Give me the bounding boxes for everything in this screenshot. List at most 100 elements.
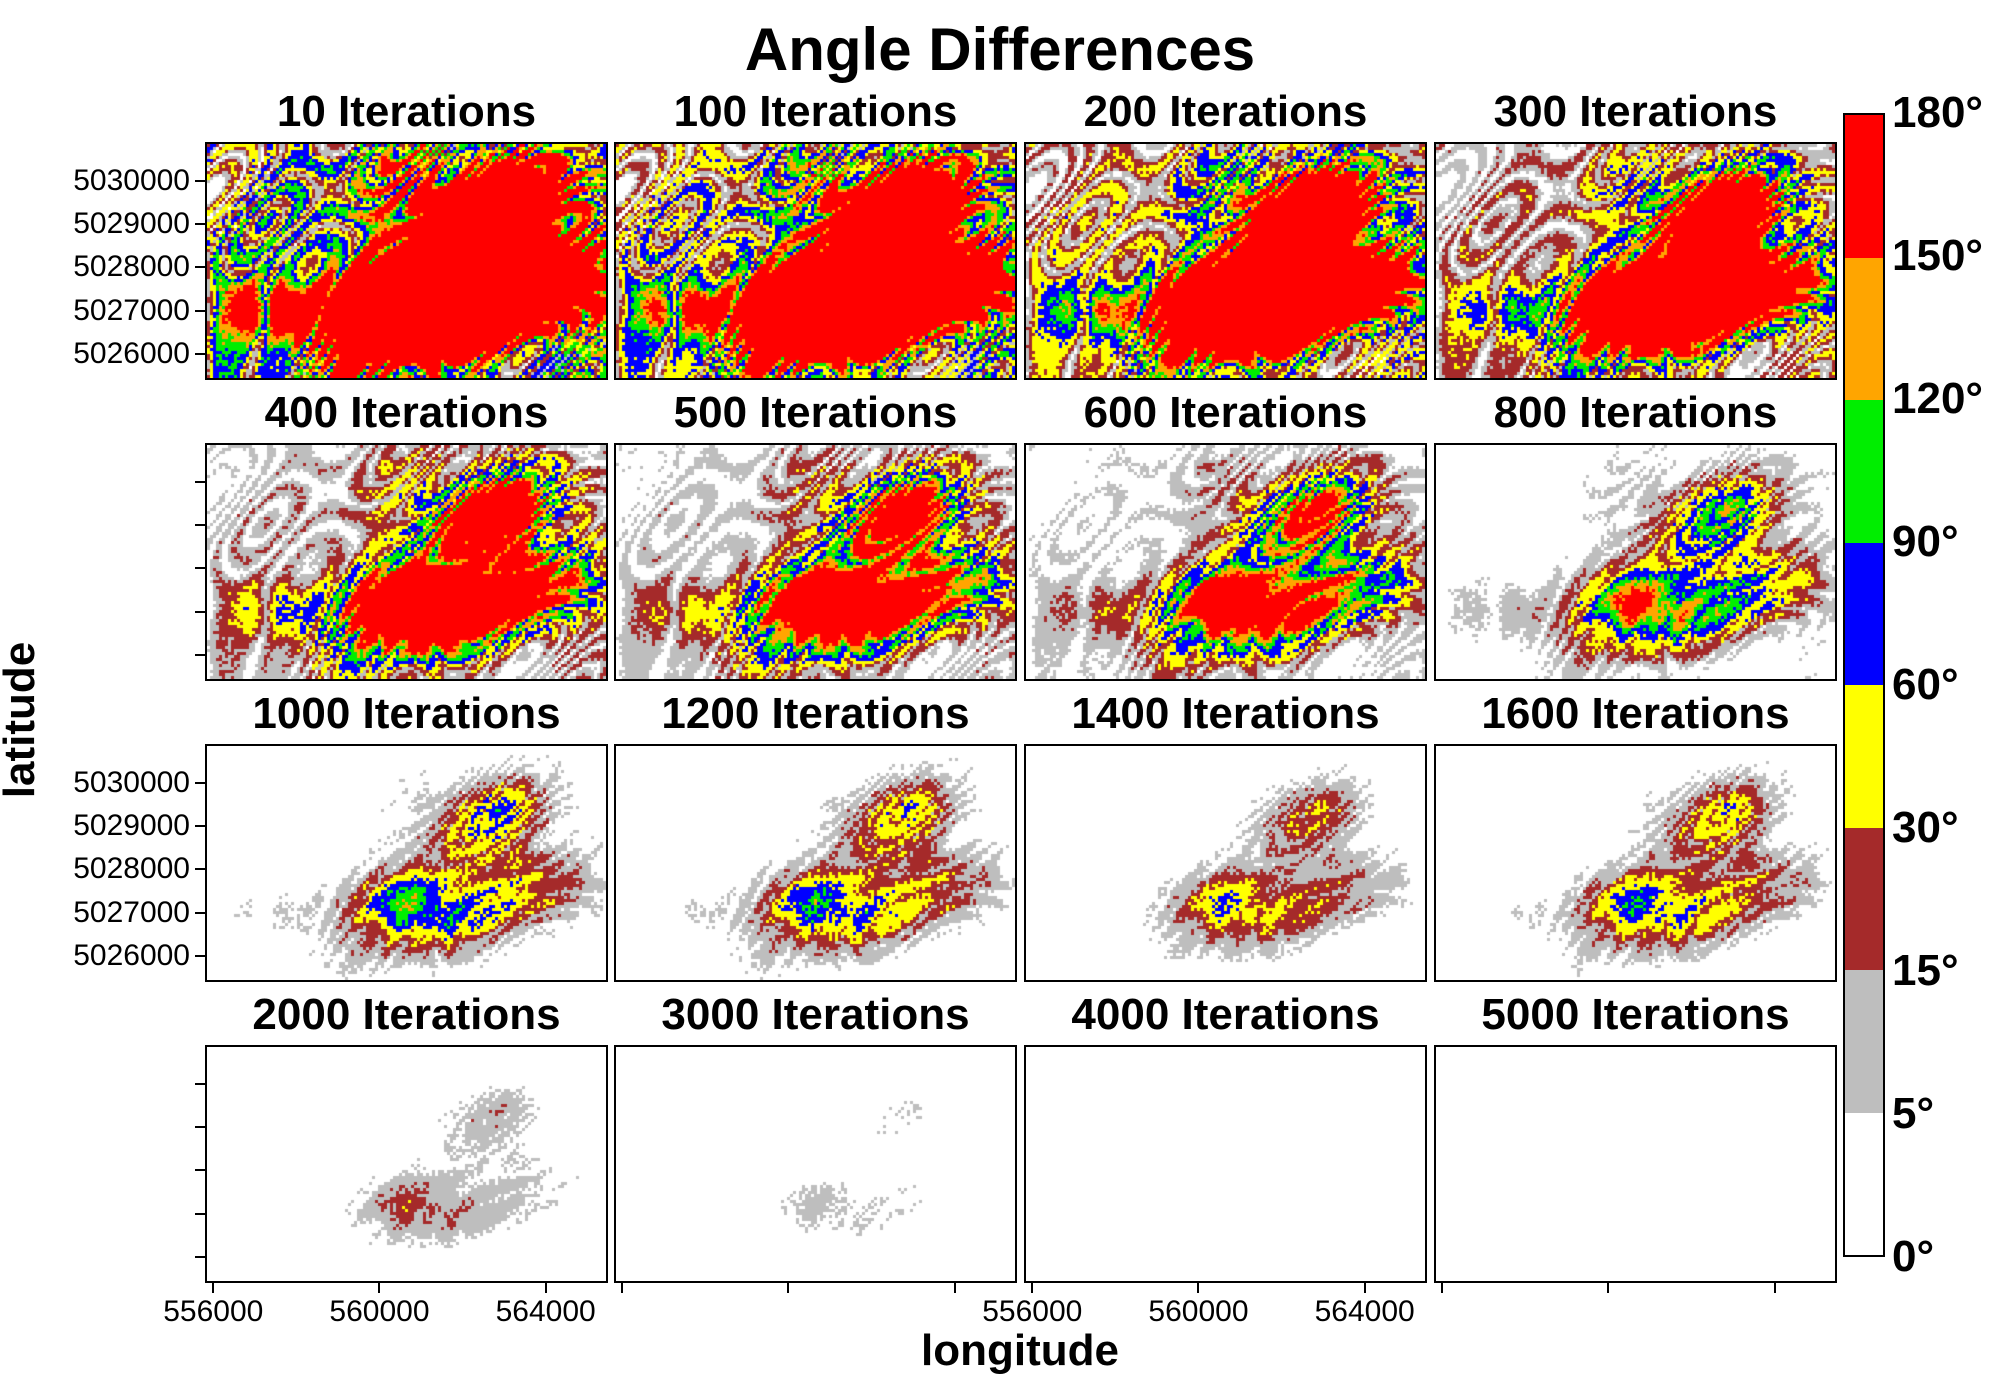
y-tick-mark <box>195 223 205 225</box>
y-tick-mark <box>195 955 205 957</box>
heatmap-raster <box>616 144 1015 378</box>
y-tick-mark <box>195 180 205 182</box>
heatmap-raster <box>1436 144 1835 378</box>
heatmap-panel <box>1434 1045 1837 1283</box>
panel-title: 200 Iterations <box>1024 86 1427 138</box>
y-tick-mark <box>195 782 205 784</box>
heatmap-panel <box>614 1045 1017 1283</box>
x-tick-mark <box>621 1283 623 1293</box>
y-tick-label: 5028000 <box>0 250 190 284</box>
legend-swatch <box>1845 970 1883 1113</box>
heatmap-panel <box>1434 744 1837 982</box>
y-tick-mark <box>195 353 205 355</box>
y-tick-mark <box>195 654 205 656</box>
heatmap-raster <box>207 1047 606 1281</box>
legend-label: 5° <box>1892 1089 2000 1139</box>
legend-swatch <box>1845 828 1883 971</box>
legend-label: 150° <box>1892 231 2000 281</box>
panel-title: 1400 Iterations <box>1024 688 1427 740</box>
panel-title: 10 Iterations <box>205 86 608 138</box>
y-tick-mark <box>195 310 205 312</box>
y-axis-title: latitude <box>0 520 46 920</box>
panel-title: 300 Iterations <box>1434 86 1837 138</box>
panel-title: 5000 Iterations <box>1434 989 1837 1041</box>
y-tick-mark <box>195 1083 205 1085</box>
panel-title: 600 Iterations <box>1024 387 1427 439</box>
y-tick-label: 5027000 <box>0 294 190 328</box>
x-tick-label: 560000 <box>1118 1295 1278 1329</box>
x-tick-mark <box>1607 1283 1609 1293</box>
panel-title: 3000 Iterations <box>614 989 1017 1041</box>
x-tick-mark <box>1197 1283 1199 1293</box>
panel-title: 500 Iterations <box>614 387 1017 439</box>
x-tick-mark <box>545 1283 547 1293</box>
heatmap-raster <box>1436 746 1835 980</box>
legend-label: 90° <box>1892 517 2000 567</box>
y-tick-mark <box>195 825 205 827</box>
heatmap-raster <box>1026 445 1425 679</box>
panel-title: 100 Iterations <box>614 86 1017 138</box>
heatmap-raster <box>207 144 606 378</box>
color-legend <box>1843 113 1885 1257</box>
heatmap-raster <box>1436 445 1835 679</box>
y-tick-mark <box>195 1213 205 1215</box>
x-tick-mark <box>212 1283 214 1293</box>
heatmap-raster <box>616 1047 1015 1281</box>
x-tick-label: 564000 <box>1285 1295 1445 1329</box>
panel-title: 1200 Iterations <box>614 688 1017 740</box>
y-tick-mark <box>195 1126 205 1128</box>
y-tick-mark <box>195 912 205 914</box>
x-tick-mark <box>1774 1283 1776 1293</box>
y-tick-mark <box>195 567 205 569</box>
heatmap-raster <box>1026 1047 1425 1281</box>
legend-swatch <box>1845 115 1883 258</box>
x-axis-title: longitude <box>820 1325 1220 1377</box>
legend-swatch <box>1845 1113 1883 1256</box>
chart-title: Angle Differences <box>0 14 2000 86</box>
y-tick-mark <box>195 481 205 483</box>
heatmap-raster <box>1026 144 1425 378</box>
x-tick-label: 556000 <box>952 1295 1112 1329</box>
x-tick-mark <box>378 1283 380 1293</box>
y-tick-mark <box>195 868 205 870</box>
legend-swatch <box>1845 685 1883 828</box>
x-tick-mark <box>787 1283 789 1293</box>
heatmap-panel <box>205 1045 608 1283</box>
heatmap-raster <box>207 445 606 679</box>
legend-swatch <box>1845 400 1883 543</box>
heatmap-panel <box>1434 142 1837 380</box>
heatmap-raster <box>1436 1047 1835 1281</box>
x-tick-label: 564000 <box>466 1295 626 1329</box>
heatmap-raster <box>1026 746 1425 980</box>
heatmap-panel <box>205 744 608 982</box>
legend-label: 0° <box>1892 1232 2000 1282</box>
heatmap-panel <box>614 142 1017 380</box>
legend-label: 180° <box>1892 88 2000 138</box>
y-tick-label: 5026000 <box>0 337 190 371</box>
y-tick-mark <box>195 611 205 613</box>
panel-title: 1000 Iterations <box>205 688 608 740</box>
heatmap-panel <box>1024 744 1427 982</box>
y-tick-label: 5030000 <box>0 164 190 198</box>
panel-title: 2000 Iterations <box>205 989 608 1041</box>
x-tick-label: 556000 <box>133 1295 293 1329</box>
heatmap-panel <box>1024 142 1427 380</box>
legend-swatch <box>1845 258 1883 401</box>
heatmap-panel <box>205 443 608 681</box>
legend-label: 120° <box>1892 374 2000 424</box>
x-tick-mark <box>1441 1283 1443 1293</box>
y-tick-mark <box>195 1169 205 1171</box>
heatmap-raster <box>207 746 606 980</box>
heatmap-panel <box>1434 443 1837 681</box>
x-tick-label: 560000 <box>299 1295 459 1329</box>
x-tick-mark <box>1364 1283 1366 1293</box>
panel-title: 800 Iterations <box>1434 387 1837 439</box>
legend-swatch <box>1845 543 1883 686</box>
heatmap-raster <box>616 746 1015 980</box>
x-tick-mark <box>1031 1283 1033 1293</box>
heatmap-raster <box>616 445 1015 679</box>
y-tick-label: 5026000 <box>0 939 190 973</box>
legend-label: 30° <box>1892 803 2000 853</box>
heatmap-panel <box>1024 443 1427 681</box>
x-tick-mark <box>954 1283 956 1293</box>
